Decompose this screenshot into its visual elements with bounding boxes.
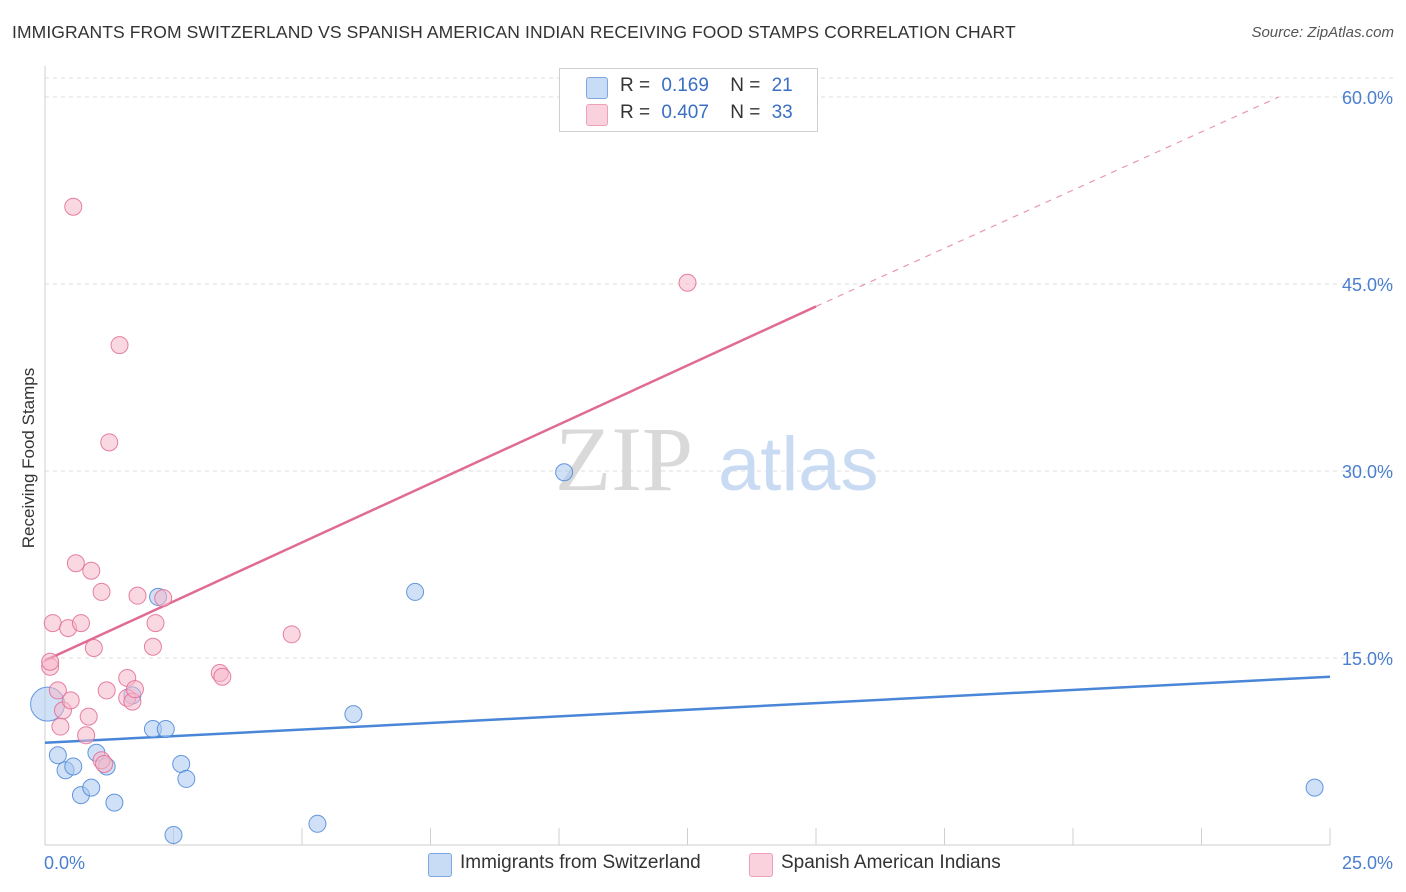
data-point <box>97 681 116 700</box>
data-point <box>177 769 196 788</box>
data-point <box>64 197 83 216</box>
data-point <box>48 681 67 700</box>
watermark-atlas: atlas <box>718 422 879 507</box>
data-point <box>164 826 183 845</box>
data-point <box>146 614 165 633</box>
y-tick-label: 45.0% <box>1342 275 1393 295</box>
legend-swatch-pink <box>586 104 608 126</box>
data-point <box>143 637 162 656</box>
data-point <box>48 746 67 765</box>
legend-n-label: N = <box>730 102 761 123</box>
data-point <box>156 720 175 739</box>
data-point <box>1305 778 1324 797</box>
bottom-legend: Immigrants from Switzerland Spanish Amer… <box>0 850 1406 880</box>
data-point <box>79 707 98 726</box>
chart-title: IMMIGRANTS FROM SWITZERLAND VS SPANISH A… <box>12 22 1016 42</box>
data-point <box>61 691 80 710</box>
y-axis-label: Receiving Food Stamps <box>19 368 38 548</box>
data-point <box>344 705 363 724</box>
data-point <box>282 625 301 644</box>
data-point <box>308 814 327 833</box>
grid-lines <box>45 77 1394 659</box>
data-point <box>82 778 101 797</box>
bottom-legend-label: Spanish American Indians <box>781 852 1001 873</box>
data-point <box>100 433 119 452</box>
data-point <box>41 652 60 671</box>
bottom-legend-swatch-blue <box>428 853 452 877</box>
data-points <box>30 197 1324 845</box>
data-point <box>82 561 101 580</box>
watermark-zip: ZIP <box>555 408 693 510</box>
data-point <box>172 754 191 773</box>
data-point <box>71 614 90 633</box>
axes <box>44 66 1331 846</box>
trend-line <box>44 305 817 662</box>
data-point <box>125 680 144 699</box>
trend-lines <box>44 96 1331 745</box>
data-point <box>95 754 114 773</box>
legend: R = 0.169 N = 21 R = 0.407 N = 33 <box>559 68 818 132</box>
data-point <box>43 614 62 633</box>
data-point <box>105 793 124 812</box>
trend-line <box>44 675 1331 745</box>
data-point <box>406 582 425 601</box>
tick-labels: 15.0% 30.0% 45.0% 60.0% 0.0% 25.0% <box>44 88 1393 873</box>
y-tick-label: 60.0% <box>1342 88 1393 108</box>
bottom-legend-swatch-pink <box>749 853 773 877</box>
x-tick-label: 25.0% <box>1342 853 1393 873</box>
data-point <box>66 554 85 573</box>
y-tick-label: 15.0% <box>1342 649 1393 669</box>
legend-r-value: 0.407 <box>661 102 709 123</box>
legend-n-label: N = <box>730 75 761 96</box>
x-tick-label: 0.0% <box>44 853 85 873</box>
legend-n-value: 21 <box>771 75 793 96</box>
data-point <box>110 336 129 355</box>
data-point <box>64 757 83 776</box>
data-point <box>77 726 96 745</box>
chart-source: Source: ZipAtlas.com <box>1251 24 1394 41</box>
data-point <box>84 639 103 658</box>
data-point <box>555 463 574 482</box>
legend-r-label: R = <box>620 102 651 123</box>
data-point <box>154 589 173 608</box>
legend-n-value: 33 <box>771 102 793 123</box>
data-point <box>128 586 147 605</box>
trend-line-extension <box>815 96 1279 307</box>
data-point <box>51 717 70 736</box>
data-point <box>678 273 697 292</box>
watermark: ZIP atlas <box>555 408 879 510</box>
legend-r-value: 0.169 <box>661 75 709 96</box>
data-point <box>213 667 232 686</box>
data-point <box>92 582 111 601</box>
legend-swatch-blue <box>586 77 608 99</box>
bottom-legend-label: Immigrants from Switzerland <box>460 852 701 873</box>
y-tick-label: 30.0% <box>1342 462 1393 482</box>
legend-r-label: R = <box>620 75 651 96</box>
